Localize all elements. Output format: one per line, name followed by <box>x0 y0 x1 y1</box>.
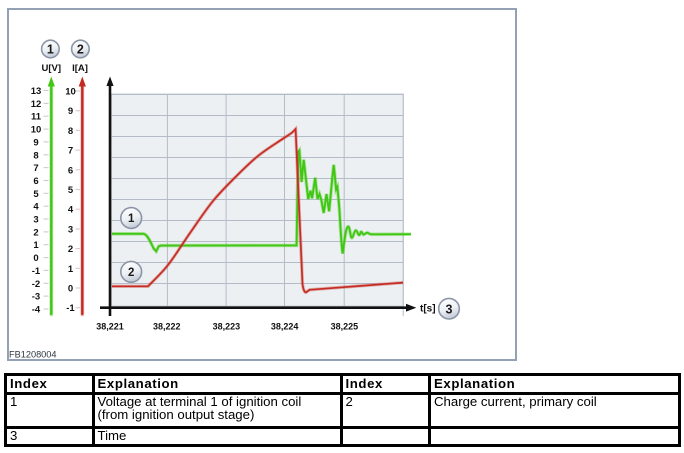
svg-text:4: 4 <box>33 202 39 213</box>
svg-text:3: 3 <box>446 302 453 316</box>
svg-text:8: 8 <box>68 126 73 137</box>
svg-text:38,225: 38,225 <box>331 322 359 332</box>
svg-text:1: 1 <box>68 264 74 275</box>
svg-text:2: 2 <box>77 43 84 57</box>
svg-text:2: 2 <box>33 227 38 238</box>
svg-text:-1: -1 <box>66 303 75 314</box>
svg-text:FB1208004: FB1208004 <box>9 350 57 360</box>
svg-text:9: 9 <box>68 106 73 117</box>
svg-text:5: 5 <box>33 189 39 200</box>
svg-text:38,224: 38,224 <box>271 322 299 332</box>
svg-text:2: 2 <box>128 267 134 279</box>
svg-text:3: 3 <box>33 215 38 226</box>
svg-text:7: 7 <box>33 163 38 174</box>
svg-text:38,221: 38,221 <box>96 322 124 332</box>
svg-text:2: 2 <box>68 244 73 255</box>
svg-text:12: 12 <box>31 99 42 110</box>
svg-text:3: 3 <box>68 224 73 235</box>
svg-text:U[V]: U[V] <box>42 63 62 74</box>
svg-text:-4: -4 <box>32 305 41 316</box>
svg-text:9: 9 <box>33 137 38 148</box>
svg-text:1: 1 <box>33 240 39 251</box>
svg-text:t[s]: t[s] <box>420 304 436 315</box>
svg-text:0: 0 <box>68 284 73 295</box>
svg-text:7: 7 <box>68 146 73 157</box>
svg-text:6: 6 <box>33 176 38 187</box>
svg-text:-2: -2 <box>32 279 40 290</box>
svg-text:5: 5 <box>68 185 74 196</box>
svg-text:10: 10 <box>31 125 42 136</box>
svg-text:11: 11 <box>31 112 42 123</box>
svg-text:6: 6 <box>68 165 73 176</box>
svg-text:I[A]: I[A] <box>72 63 88 74</box>
svg-text:4: 4 <box>68 205 74 216</box>
svg-text:0: 0 <box>33 253 38 264</box>
svg-text:38,222: 38,222 <box>153 322 181 332</box>
svg-text:1: 1 <box>128 213 135 225</box>
svg-text:-1: -1 <box>32 266 41 277</box>
svg-text:38,223: 38,223 <box>213 322 241 332</box>
svg-text:8: 8 <box>33 150 38 161</box>
svg-text:1: 1 <box>47 43 54 57</box>
svg-text:13: 13 <box>31 86 42 97</box>
svg-text:10: 10 <box>65 87 76 98</box>
svg-text:-3: -3 <box>32 292 40 303</box>
